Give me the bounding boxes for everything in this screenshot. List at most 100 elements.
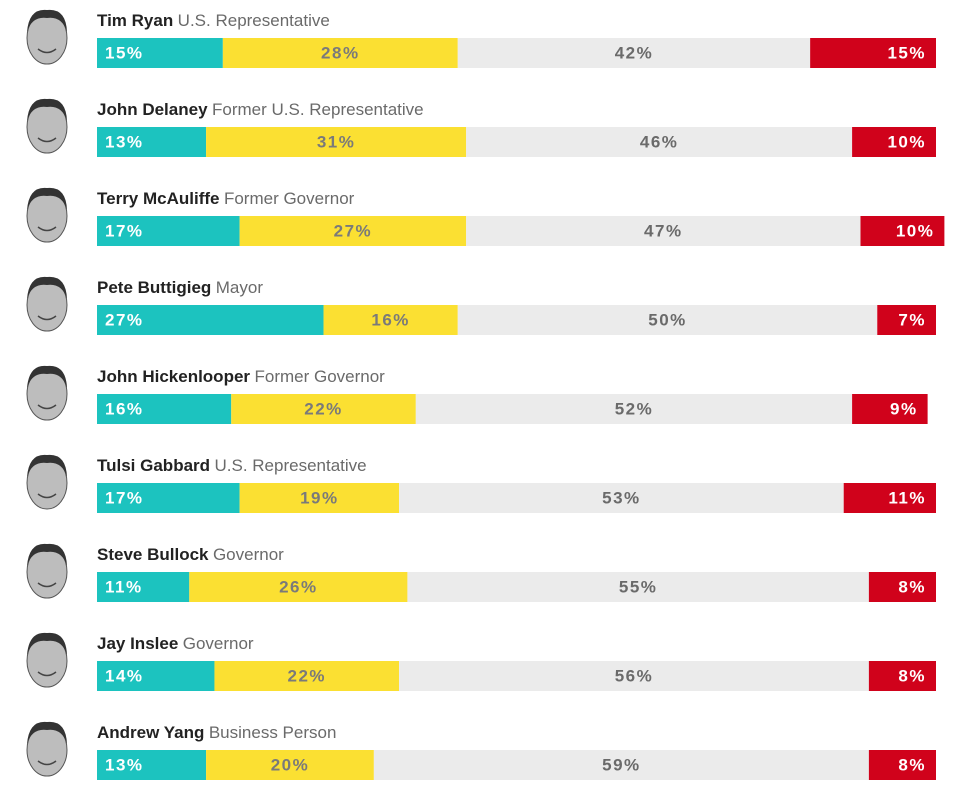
value-label: 11% — [888, 488, 926, 507]
value-label: 17% — [105, 488, 144, 507]
portrait — [26, 9, 68, 65]
bar-segment — [860, 216, 945, 246]
portrait-hair — [27, 365, 67, 388]
candidate-name: Tim Ryan — [97, 11, 173, 30]
portrait-hair — [27, 9, 67, 32]
value-label: 27% — [334, 221, 373, 240]
portrait-hair — [27, 276, 67, 299]
value-label: 7% — [898, 310, 926, 329]
candidate-name: John Hickenlooper — [97, 367, 250, 386]
candidate-description: U.S. Representative — [215, 456, 367, 475]
portrait-smile — [37, 315, 57, 321]
value-label: 10% — [887, 132, 926, 151]
bar-segment — [206, 127, 467, 157]
bar-segment — [231, 394, 416, 424]
bar-segment — [399, 483, 844, 513]
portrait-hair — [27, 98, 67, 121]
candidate-description: Former U.S. Representative — [212, 100, 424, 119]
candidate-name: Andrew Yang — [97, 723, 204, 742]
value-label: 16% — [105, 399, 144, 418]
bar-segment — [97, 305, 324, 335]
bar-segment — [214, 661, 400, 691]
candidate-description: U.S. Representative — [178, 11, 330, 30]
bar-segment — [97, 127, 207, 157]
portrait — [26, 187, 68, 243]
bar-segment — [868, 750, 936, 780]
bar-segment — [97, 394, 232, 424]
candidate-label: Jay Inslee Governor — [97, 634, 254, 653]
portrait-smile — [37, 671, 57, 677]
bar-segment — [373, 750, 869, 780]
portrait — [26, 276, 68, 332]
candidate-description: Governor — [213, 545, 284, 564]
candidate-label: Andrew Yang Business Person — [97, 723, 336, 742]
bar-segment — [457, 305, 878, 335]
bar-segment — [97, 216, 240, 246]
bar-segment — [97, 572, 190, 602]
value-label: 26% — [279, 577, 318, 596]
bar-segment — [466, 127, 853, 157]
bar-segment — [810, 38, 936, 68]
bar-segment — [97, 661, 215, 691]
candidate-name: Tulsi Gabbard — [97, 456, 210, 475]
value-label: 28% — [321, 43, 360, 62]
portrait-smile — [37, 760, 57, 766]
portrait-hair — [27, 721, 67, 744]
value-label: 15% — [887, 43, 926, 62]
value-label: 13% — [105, 755, 144, 774]
value-label: 17% — [105, 221, 144, 240]
candidate-name: Jay Inslee — [97, 634, 178, 653]
bar-segment — [868, 572, 936, 602]
candidate-description: Former Governor — [224, 189, 355, 208]
bar-segment — [877, 305, 936, 335]
value-label: 59% — [602, 755, 641, 774]
value-label: 22% — [287, 666, 326, 685]
candidate-label: John Hickenlooper Former Governor — [97, 367, 385, 386]
bar-segment — [399, 661, 869, 691]
candidate-description: Mayor — [216, 278, 264, 297]
bar-segment — [843, 483, 936, 513]
portrait — [26, 454, 68, 510]
portrait — [26, 632, 68, 688]
candidate-label: John Delaney Former U.S. Representative — [97, 100, 424, 119]
value-label: 19% — [300, 488, 339, 507]
value-label: 22% — [304, 399, 343, 418]
value-label: 8% — [898, 755, 926, 774]
bar-segment — [222, 38, 458, 68]
candidate-label: Pete Buttigieg Mayor — [97, 278, 263, 297]
bar-segment — [97, 38, 223, 68]
value-label: 47% — [644, 221, 683, 240]
portrait-smile — [37, 137, 57, 143]
value-label: 56% — [615, 666, 654, 685]
candidate-label: Tulsi Gabbard U.S. Representative — [97, 456, 367, 475]
portrait — [26, 543, 68, 599]
value-label: 11% — [105, 577, 143, 596]
bar-segment — [206, 750, 374, 780]
bar-segment — [415, 394, 853, 424]
value-label: 53% — [602, 488, 641, 507]
portrait-smile — [37, 48, 57, 54]
candidate-description: Business Person — [209, 723, 337, 742]
value-label: 50% — [648, 310, 687, 329]
bar-segment — [852, 127, 936, 157]
value-label: 55% — [619, 577, 658, 596]
candidate-description: Former Governor — [254, 367, 385, 386]
value-label: 31% — [317, 132, 356, 151]
portrait-hair — [27, 632, 67, 655]
portrait-smile — [37, 582, 57, 588]
bar-segment — [868, 661, 936, 691]
bar-segment — [97, 750, 207, 780]
bar-segment — [239, 216, 467, 246]
candidate-name: Terry McAuliffe — [97, 189, 220, 208]
bar-segment — [407, 572, 869, 602]
portrait-smile — [37, 404, 57, 410]
portrait — [26, 98, 68, 154]
bar-segment — [97, 483, 240, 513]
value-label: 42% — [615, 43, 654, 62]
candidate-label: Steve Bullock Governor — [97, 545, 284, 564]
portrait — [26, 365, 68, 421]
value-label: 15% — [105, 43, 144, 62]
portrait-hair — [27, 543, 67, 566]
portrait — [26, 721, 68, 777]
